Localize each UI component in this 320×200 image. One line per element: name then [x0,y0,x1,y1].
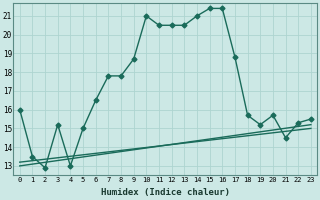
X-axis label: Humidex (Indice chaleur): Humidex (Indice chaleur) [101,188,230,197]
